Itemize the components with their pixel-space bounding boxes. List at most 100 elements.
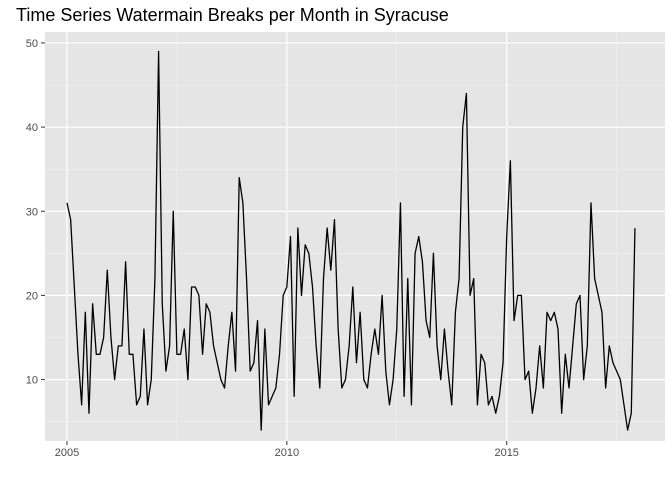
data-point [576, 303, 577, 304]
data-point [110, 337, 111, 338]
data-point [121, 345, 122, 346]
data-point [279, 354, 280, 355]
data-point [620, 379, 621, 380]
chart-title: Time Series Watermain Breaks per Month i… [16, 5, 449, 25]
data-point [99, 354, 100, 355]
x-tick-label: 2010 [275, 447, 299, 459]
data-point [206, 303, 207, 304]
data-point [579, 295, 580, 296]
data-point [605, 387, 606, 388]
data-point [184, 328, 185, 329]
data-point [396, 328, 397, 329]
data-point [462, 126, 463, 127]
x-axis: 2005 2010 2015 [55, 441, 519, 459]
data-point [220, 379, 221, 380]
data-point [261, 429, 262, 430]
data-point [601, 312, 602, 313]
data-point [107, 270, 108, 271]
data-point [264, 328, 265, 329]
data-point [469, 295, 470, 296]
data-point [528, 371, 529, 372]
y-tick-label: 40 [26, 122, 38, 134]
data-point [404, 396, 405, 397]
data-point [583, 379, 584, 380]
data-point [429, 337, 430, 338]
y-axis: 10 20 30 40 50 [26, 38, 45, 387]
data-point [118, 345, 119, 346]
data-point [436, 345, 437, 346]
data-point [418, 236, 419, 237]
data-point [213, 345, 214, 346]
data-point [209, 312, 210, 313]
data-point [440, 379, 441, 380]
data-point [568, 387, 569, 388]
data-point [173, 211, 174, 212]
data-point [275, 387, 276, 388]
data-point [495, 413, 496, 414]
data-point [191, 286, 192, 287]
x-tick-label: 2015 [494, 447, 518, 459]
data-point [272, 396, 273, 397]
data-point [187, 379, 188, 380]
data-point [132, 354, 133, 355]
data-point [488, 404, 489, 405]
data-point [305, 244, 306, 245]
data-point [140, 396, 141, 397]
data-point [103, 337, 104, 338]
data-point [499, 396, 500, 397]
data-point [546, 312, 547, 313]
data-point [422, 261, 423, 262]
data-point [543, 387, 544, 388]
data-point [202, 354, 203, 355]
data-point [414, 253, 415, 254]
data-point [356, 362, 357, 363]
data-point [257, 320, 258, 321]
data-point [616, 371, 617, 372]
y-tick-label: 30 [26, 206, 38, 218]
x-tick-label: 2005 [55, 447, 79, 459]
data-point [312, 286, 313, 287]
data-point [594, 278, 595, 279]
data-point [517, 295, 518, 296]
data-point [286, 286, 287, 287]
data-point [235, 371, 236, 372]
data-point [349, 345, 350, 346]
data-point [477, 404, 478, 405]
data-point [510, 160, 511, 161]
data-point [165, 371, 166, 372]
data-point [612, 362, 613, 363]
data-point [447, 371, 448, 372]
data-point [444, 328, 445, 329]
grid-minor [45, 32, 665, 441]
data-point [532, 413, 533, 414]
data-point [352, 286, 353, 287]
data-point [290, 236, 291, 237]
data-point [374, 328, 375, 329]
data-point [85, 312, 86, 313]
data-point [217, 362, 218, 363]
data-point [535, 387, 536, 388]
data-point [74, 286, 75, 287]
data-point [407, 278, 408, 279]
data-point [231, 312, 232, 313]
data-point [371, 354, 372, 355]
data-point [389, 404, 390, 405]
data-point [411, 404, 412, 405]
data-point [250, 371, 251, 372]
data-point [513, 320, 514, 321]
data-point [143, 328, 144, 329]
data-point [330, 270, 331, 271]
data-point [627, 429, 628, 430]
data-point [125, 261, 126, 262]
data-point [253, 362, 254, 363]
data-point [96, 354, 97, 355]
series-line [66, 50, 636, 431]
data-point [242, 202, 243, 203]
data-point [363, 379, 364, 380]
data-point [129, 354, 130, 355]
data-point [345, 379, 346, 380]
data-point [162, 303, 163, 304]
data-point [400, 202, 401, 203]
data-point [176, 354, 177, 355]
